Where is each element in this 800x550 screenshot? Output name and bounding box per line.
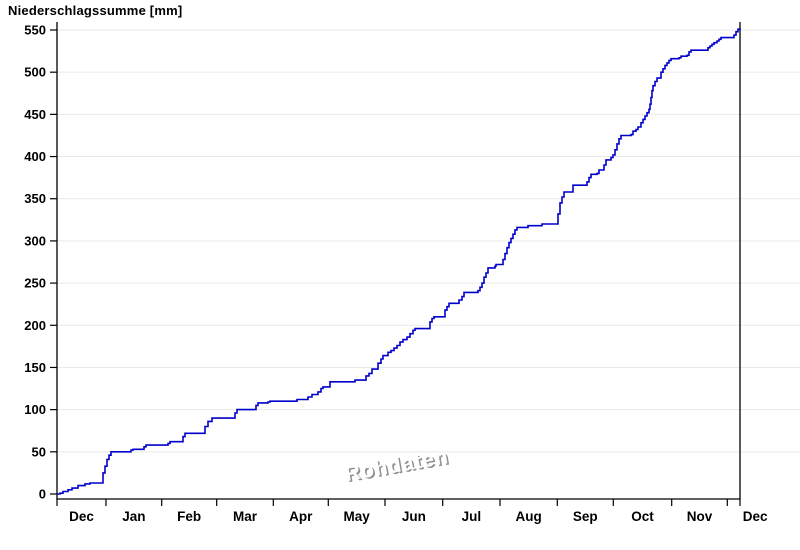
x-tick-label-jun-6: Jun bbox=[402, 509, 426, 524]
x-tick-label-may-5: May bbox=[343, 509, 370, 524]
y-tick-label-250: 250 bbox=[24, 276, 46, 291]
x-tick-label-jul-7: Jul bbox=[462, 509, 482, 524]
precipitation-curve bbox=[57, 28, 741, 495]
y-tick-label-350: 350 bbox=[24, 191, 46, 206]
y-tick-label-450: 450 bbox=[24, 107, 46, 122]
x-tick-label-nov-11: Nov bbox=[687, 509, 713, 524]
x-tick-label-jan-1: Jan bbox=[122, 509, 145, 524]
y-tick-label-150: 150 bbox=[24, 360, 46, 375]
x-tick-label-feb-2: Feb bbox=[177, 509, 201, 524]
x-tick-label-apr-4: Apr bbox=[289, 509, 313, 524]
x-tick-label-dec-0: Dec bbox=[69, 509, 94, 524]
chart-title: Niederschlagssumme [mm] bbox=[8, 3, 183, 18]
y-tick-label-100: 100 bbox=[24, 402, 46, 417]
y-tick-label-400: 400 bbox=[24, 149, 46, 164]
x-tick-label-aug-8: Aug bbox=[516, 509, 542, 524]
y-tick-label-50: 50 bbox=[32, 444, 46, 459]
y-tick-label-200: 200 bbox=[24, 318, 46, 333]
y-tick-label-500: 500 bbox=[24, 65, 46, 80]
x-tick-label-oct-10: Oct bbox=[631, 509, 654, 524]
x-tick-label-sep-9: Sep bbox=[573, 509, 598, 524]
y-tick-label-300: 300 bbox=[24, 233, 46, 248]
y-tick-label-0: 0 bbox=[39, 487, 46, 502]
x-tick-label-mar-3: Mar bbox=[233, 509, 258, 524]
x-tick-label-dec-12: Dec bbox=[743, 509, 768, 524]
watermark-text: Rohdaten bbox=[343, 445, 450, 486]
y-tick-label-550: 550 bbox=[24, 22, 46, 37]
